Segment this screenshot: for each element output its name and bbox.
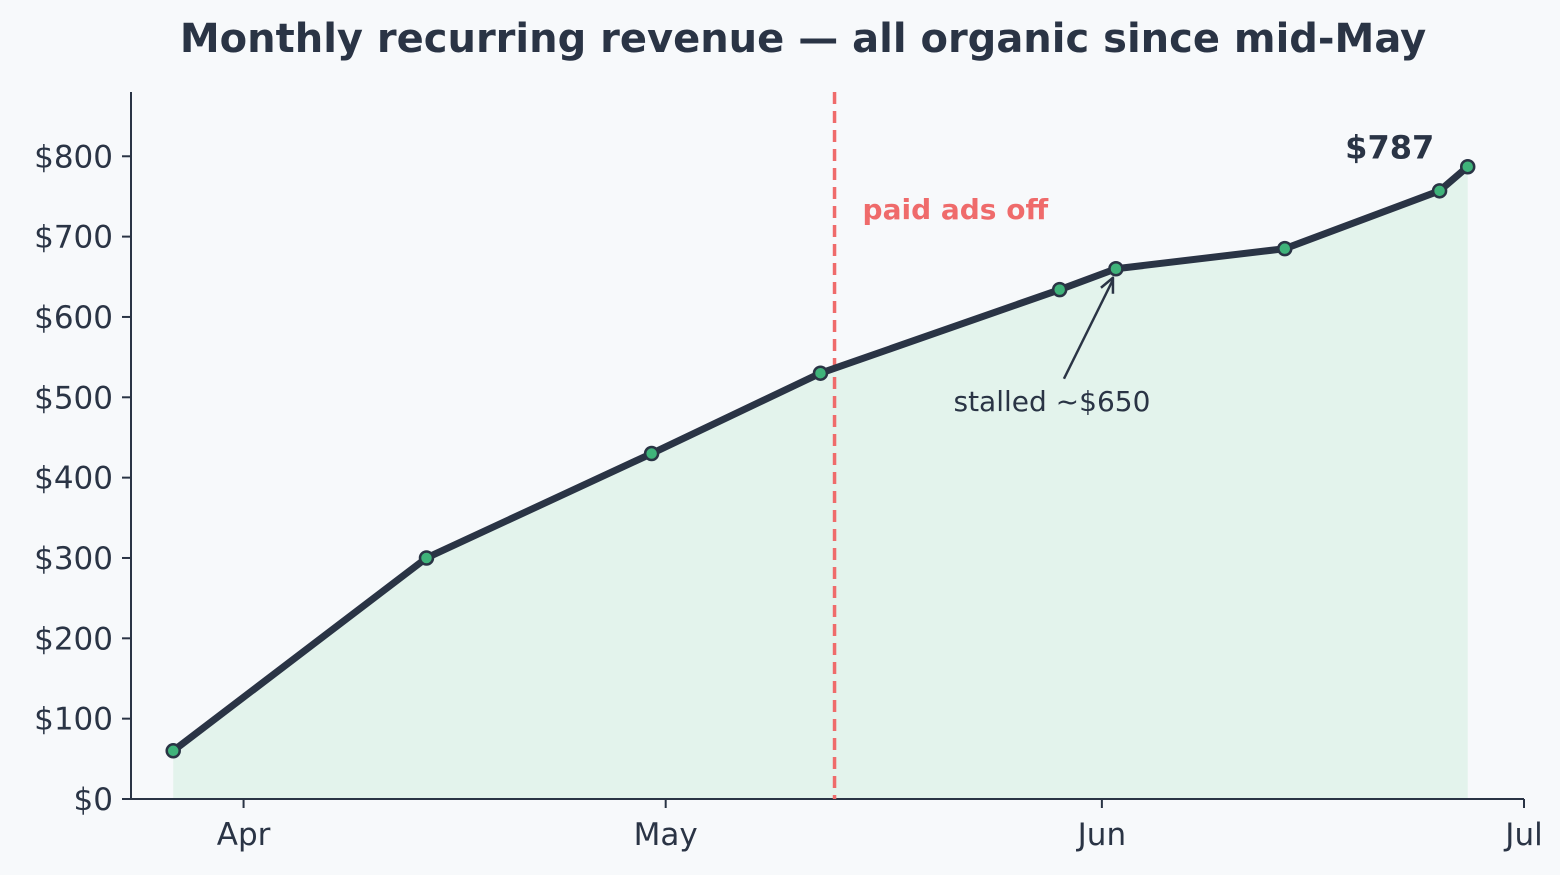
data-point bbox=[1108, 261, 1124, 277]
x-tick-label: Jul bbox=[1503, 817, 1542, 853]
stalled-arrow-shaft bbox=[1062, 279, 1115, 380]
stalled-arrow-head bbox=[1100, 276, 1115, 294]
x-tick-label: May bbox=[634, 817, 698, 853]
y-tick-label: $0 bbox=[74, 782, 113, 818]
chart-title: Monthly recurring revenue — all organic … bbox=[180, 16, 1426, 62]
data-point bbox=[1277, 240, 1293, 257]
data-point bbox=[1431, 183, 1448, 199]
data-point bbox=[643, 445, 660, 462]
data-point bbox=[165, 743, 181, 759]
y-tick-label: $200 bbox=[34, 621, 113, 657]
y-tick-label: $100 bbox=[34, 702, 113, 738]
y-tick-label: $400 bbox=[34, 461, 113, 497]
y-tick-label: $700 bbox=[34, 220, 113, 256]
final-value-label: $787 bbox=[1345, 129, 1434, 167]
x-tick-label: Apr bbox=[217, 817, 271, 853]
data-point bbox=[1459, 158, 1476, 175]
y-tick-label: $300 bbox=[34, 541, 113, 577]
y-tick-label: $600 bbox=[34, 300, 113, 336]
y-tick-label: $500 bbox=[34, 380, 113, 416]
stalled-label: stalled ~$650 bbox=[953, 385, 1150, 418]
data-point bbox=[1051, 281, 1068, 298]
paid-ads-off-label: paid ads off bbox=[863, 193, 1049, 226]
area-fill bbox=[173, 166, 1468, 799]
data-point bbox=[418, 550, 435, 566]
x-tick-label: Jun bbox=[1076, 817, 1126, 853]
data-point bbox=[812, 365, 829, 381]
y-tick-label: $800 bbox=[34, 139, 113, 175]
plot-area: $0 $100 $200 $300 $400 $500 $600 $700 $800 Apr May… bbox=[34, 92, 1543, 853]
